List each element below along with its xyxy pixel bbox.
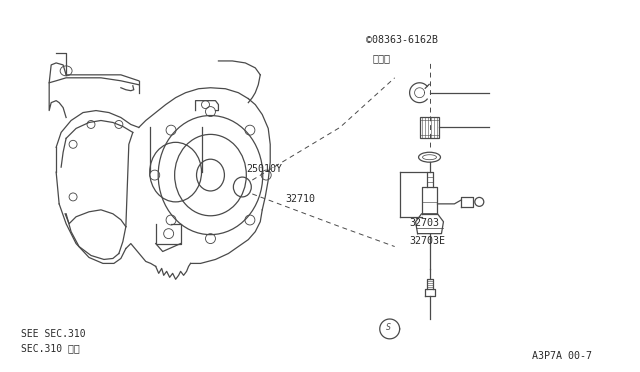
Text: ©08363-6162B: ©08363-6162B (366, 35, 438, 45)
Text: 32703: 32703 (409, 218, 439, 228)
Text: A3P7A 00-7: A3P7A 00-7 (532, 351, 592, 361)
Text: 32703E: 32703E (409, 236, 445, 246)
Bar (420, 116, 440, 138)
Text: 25010Y: 25010Y (246, 164, 283, 174)
Text: S: S (386, 323, 391, 333)
Text: （Ｉ）: （Ｉ） (373, 54, 391, 64)
Text: SEE SEC.310: SEE SEC.310 (20, 329, 85, 339)
Text: 32710: 32710 (285, 194, 315, 204)
Text: SEC.310 参照: SEC.310 参照 (20, 343, 79, 353)
